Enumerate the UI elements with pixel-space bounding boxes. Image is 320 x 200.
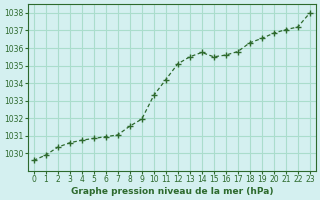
X-axis label: Graphe pression niveau de la mer (hPa): Graphe pression niveau de la mer (hPa) xyxy=(70,187,273,196)
